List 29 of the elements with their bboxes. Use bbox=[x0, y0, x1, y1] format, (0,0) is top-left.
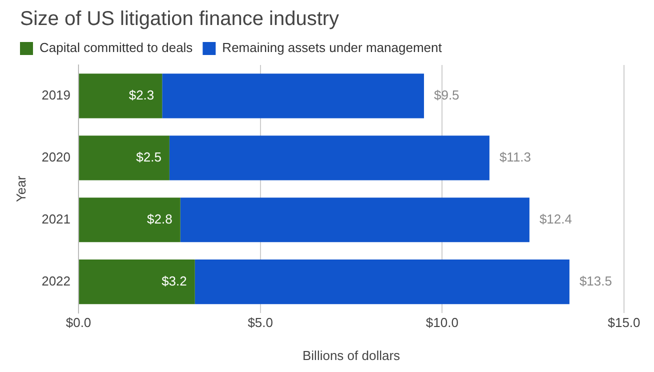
legend-label: Remaining assets under management bbox=[222, 40, 442, 56]
bar bbox=[79, 136, 170, 180]
bar bbox=[79, 260, 195, 304]
x-tick-label: $15.0 bbox=[608, 315, 640, 330]
y-tick-label: 2019 bbox=[42, 88, 71, 103]
bar bbox=[79, 74, 162, 118]
total-label: $12.4 bbox=[539, 211, 572, 226]
y-tick-label: 2020 bbox=[42, 150, 71, 165]
total-label: $11.3 bbox=[499, 150, 532, 165]
total-label: $9.5 bbox=[434, 88, 460, 103]
total-label: $13.5 bbox=[579, 273, 612, 288]
data-label: $2.3 bbox=[128, 88, 154, 103]
x-axis-title: Billions of dollars bbox=[302, 348, 401, 363]
x-tick-label: $10.0 bbox=[426, 315, 458, 330]
y-tick-label: 2022 bbox=[42, 273, 71, 288]
bar bbox=[194, 260, 570, 304]
x-tick-label: $0.0 bbox=[66, 315, 92, 330]
data-label: $2.5 bbox=[136, 150, 162, 165]
bar bbox=[79, 198, 180, 242]
y-axis-title: Year bbox=[13, 175, 28, 202]
bar bbox=[180, 198, 530, 242]
x-tick-label: $5.0 bbox=[248, 315, 274, 330]
data-label: $2.8 bbox=[147, 211, 172, 226]
bar bbox=[162, 74, 424, 118]
y-tick-label: 2021 bbox=[42, 211, 71, 226]
chart-title: Size of US litigation finance industry bbox=[20, 8, 340, 31]
legend-label: Capital committed to deals bbox=[40, 40, 194, 56]
bar bbox=[169, 136, 490, 180]
data-label: $3.2 bbox=[162, 273, 187, 288]
